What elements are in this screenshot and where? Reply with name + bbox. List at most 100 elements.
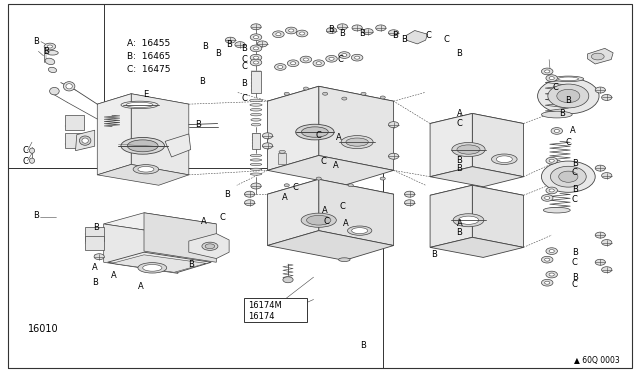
Circle shape — [326, 28, 337, 33]
Text: C: C — [572, 195, 578, 203]
Text: E: E — [143, 90, 148, 99]
Ellipse shape — [250, 109, 262, 111]
Text: C: C — [572, 258, 578, 267]
Ellipse shape — [250, 104, 262, 106]
Circle shape — [225, 37, 236, 43]
Text: B: B — [339, 29, 346, 38]
Text: B: B — [559, 109, 565, 118]
Ellipse shape — [341, 136, 373, 149]
Ellipse shape — [250, 154, 262, 157]
Circle shape — [316, 62, 321, 65]
Ellipse shape — [138, 263, 166, 273]
Ellipse shape — [205, 244, 215, 249]
Circle shape — [275, 64, 286, 70]
Ellipse shape — [279, 150, 285, 153]
Circle shape — [323, 92, 328, 95]
Ellipse shape — [452, 142, 485, 157]
Polygon shape — [97, 94, 189, 115]
Ellipse shape — [47, 51, 58, 55]
Ellipse shape — [541, 111, 572, 118]
Circle shape — [339, 52, 350, 58]
Text: A: A — [92, 263, 97, 272]
Circle shape — [595, 259, 605, 265]
Circle shape — [602, 240, 612, 246]
Circle shape — [545, 258, 550, 261]
Circle shape — [388, 122, 399, 128]
Ellipse shape — [543, 208, 570, 213]
Polygon shape — [588, 48, 613, 64]
Circle shape — [251, 24, 261, 30]
Circle shape — [296, 30, 308, 37]
Ellipse shape — [250, 99, 262, 102]
Polygon shape — [268, 86, 394, 116]
Bar — [85, 236, 104, 250]
Text: C: C — [320, 157, 326, 166]
Ellipse shape — [250, 113, 262, 116]
Text: B: B — [92, 278, 98, 287]
Circle shape — [549, 159, 554, 162]
Text: A: A — [343, 219, 348, 228]
Text: B: B — [195, 120, 202, 129]
Ellipse shape — [301, 127, 328, 137]
Ellipse shape — [296, 124, 334, 140]
Circle shape — [316, 177, 321, 180]
Polygon shape — [189, 234, 229, 259]
Text: B: B — [456, 156, 463, 165]
Circle shape — [278, 65, 283, 68]
Circle shape — [262, 143, 273, 149]
Circle shape — [546, 75, 557, 81]
Circle shape — [44, 43, 56, 50]
Circle shape — [253, 61, 259, 64]
Circle shape — [545, 196, 550, 199]
Circle shape — [549, 273, 554, 276]
Circle shape — [550, 166, 586, 187]
Bar — [251, 71, 261, 93]
Text: 16010: 16010 — [28, 324, 58, 334]
Circle shape — [538, 78, 599, 114]
Text: A: A — [570, 126, 575, 135]
Text: C: C — [572, 280, 578, 289]
Text: A: A — [138, 282, 143, 291]
Circle shape — [300, 32, 305, 35]
Polygon shape — [430, 185, 472, 247]
Circle shape — [235, 42, 245, 48]
Circle shape — [595, 165, 605, 171]
Circle shape — [554, 129, 559, 132]
Polygon shape — [268, 86, 319, 170]
Bar — [278, 153, 286, 164]
Text: B: B — [43, 47, 49, 56]
Text: 16174M: 16174M — [248, 301, 282, 310]
Polygon shape — [165, 134, 191, 157]
Text: B: B — [401, 35, 408, 44]
Ellipse shape — [348, 226, 372, 235]
Text: 16174: 16174 — [248, 312, 275, 321]
Circle shape — [285, 27, 297, 34]
Ellipse shape — [339, 258, 350, 262]
Text: C: C — [337, 55, 344, 64]
Text: A: A — [337, 133, 342, 142]
Polygon shape — [108, 252, 211, 272]
Ellipse shape — [82, 138, 88, 143]
Text: ▲ 60Q 0003: ▲ 60Q 0003 — [574, 356, 620, 365]
Circle shape — [404, 191, 415, 197]
Text: B: B — [198, 77, 205, 86]
Ellipse shape — [127, 140, 158, 152]
Polygon shape — [97, 164, 189, 185]
Text: B: B — [241, 44, 248, 53]
Circle shape — [546, 271, 557, 278]
Circle shape — [546, 248, 557, 254]
Ellipse shape — [492, 154, 517, 164]
Circle shape — [283, 277, 293, 283]
Circle shape — [388, 30, 399, 36]
Polygon shape — [268, 231, 394, 260]
Text: A: A — [457, 219, 462, 228]
Polygon shape — [268, 155, 394, 185]
Circle shape — [595, 87, 605, 93]
Text: B: B — [358, 29, 365, 38]
Circle shape — [549, 77, 554, 80]
Polygon shape — [430, 237, 524, 257]
Ellipse shape — [250, 168, 262, 170]
Ellipse shape — [250, 159, 262, 161]
Circle shape — [559, 171, 578, 182]
Ellipse shape — [49, 67, 56, 73]
